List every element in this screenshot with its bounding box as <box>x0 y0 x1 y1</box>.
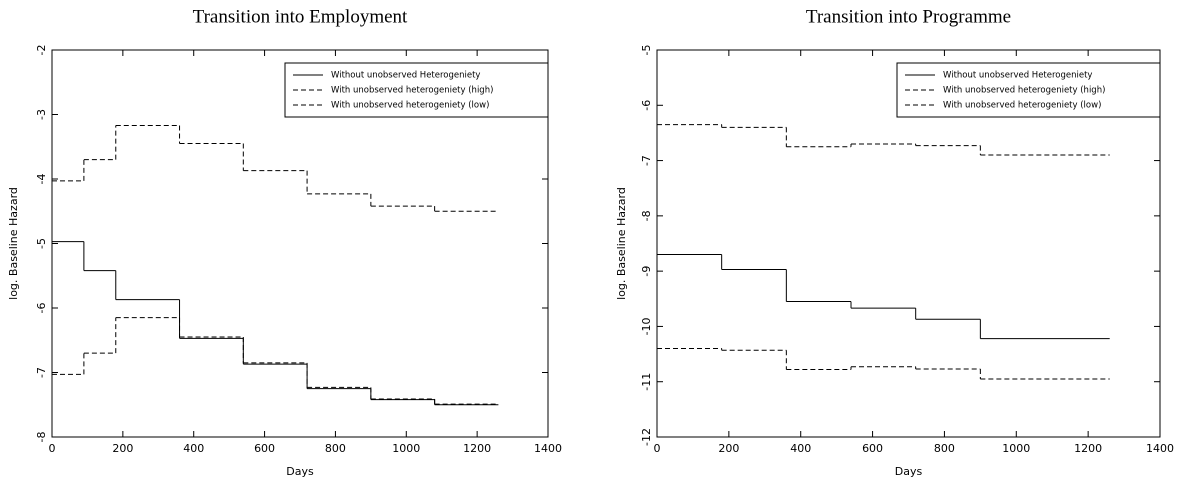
chart-title: Transition into Employment <box>193 6 408 27</box>
chart-title: Transition into Programme <box>806 6 1011 27</box>
legend-label: Without unobserved Heterogeniety <box>943 71 1092 81</box>
x-tick-label: 1400 <box>534 442 562 455</box>
x-tick-label: 1000 <box>392 442 420 455</box>
y-tick-label: -5 <box>640 45 653 56</box>
y-tick-label: -7 <box>640 155 653 166</box>
x-tick-label: 600 <box>254 442 275 455</box>
y-tick-label: -8 <box>35 432 48 443</box>
x-tick-label: 1400 <box>1146 442 1174 455</box>
legend-label: With unobserved heterogeniety (low) <box>943 101 1101 111</box>
y-tick-label: -5 <box>35 238 48 249</box>
legend-label: Without unobserved Heterogeniety <box>331 71 480 81</box>
legend-label: With unobserved heterogeniety (high) <box>331 86 493 96</box>
x-tick-label: 0 <box>654 442 661 455</box>
x-tick-label: 800 <box>325 442 346 455</box>
y-tick-label: -2 <box>35 45 48 56</box>
x-tick-label: 1200 <box>463 442 491 455</box>
x-tick-label: 400 <box>790 442 811 455</box>
y-tick-label: -6 <box>640 100 653 111</box>
x-tick-label: 200 <box>112 442 133 455</box>
x-axis-label: Days <box>286 465 314 478</box>
y-tick-label: -8 <box>640 210 653 221</box>
x-tick-label: 600 <box>862 442 883 455</box>
y-axis-label: log. Baseline Hazard <box>615 187 628 300</box>
y-tick-label: -10 <box>640 317 653 335</box>
x-tick-label: 800 <box>934 442 955 455</box>
y-tick-label: -4 <box>35 174 48 185</box>
legend-box <box>896 62 1161 118</box>
x-tick-label: 200 <box>718 442 739 455</box>
y-tick-label: -7 <box>35 367 48 378</box>
x-tick-label: 400 <box>183 442 204 455</box>
legend-label: With unobserved heterogeniety (low) <box>331 101 489 111</box>
legend-label: With unobserved heterogeniety (high) <box>943 86 1105 96</box>
x-tick-label: 0 <box>49 442 56 455</box>
x-axis-label: Days <box>895 465 923 478</box>
y-tick-label: -9 <box>640 266 653 277</box>
y-tick-label: -3 <box>35 109 48 120</box>
x-tick-label: 1200 <box>1074 442 1102 455</box>
y-tick-label: -11 <box>640 373 653 391</box>
y-axis-label: log. Baseline Hazard <box>7 187 20 300</box>
legend-box <box>284 62 549 118</box>
y-tick-label: -6 <box>35 303 48 314</box>
plot-frame <box>656 49 1161 438</box>
y-tick-label: -12 <box>640 428 653 446</box>
x-tick-label: 1000 <box>1002 442 1030 455</box>
